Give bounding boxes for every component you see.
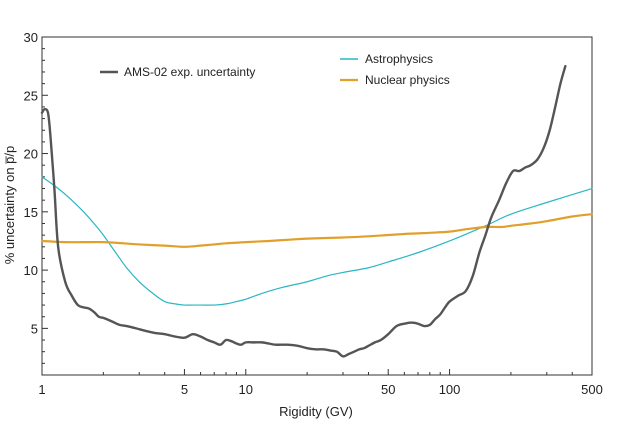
series-line-nuclear-physics [40, 213, 594, 248]
y-tick-label: 15 [24, 205, 38, 220]
legend-label-astrophysics: Astrophysics [365, 52, 433, 66]
series-lines [40, 64, 594, 358]
legend-label-nuclear-physics: Nuclear physics [365, 73, 450, 87]
x-axis-label: Rigidity (GV) [279, 404, 353, 419]
x-axis-ticks: 1 5 10 50 100 500 [38, 369, 603, 397]
x-tick-label: 1 [38, 382, 45, 397]
y-tick-label: 20 [24, 147, 38, 162]
legend-label-ams02: AMS-02 exp. uncertainty [124, 65, 255, 79]
x-tick-label: 5 [181, 382, 188, 397]
legend-entry-astrophysics: Astrophysics [340, 52, 433, 66]
x-tick-label: 50 [381, 382, 395, 397]
y-tick-label: 5 [31, 321, 38, 336]
legend-entry-nuclear-physics: Nuclear physics [340, 73, 450, 87]
series-line-astrophysics [41, 176, 593, 306]
y-tick-label: 30 [24, 30, 38, 45]
y-axis-ticks: 5 10 15 20 25 30 [24, 30, 48, 376]
plot-frame [41, 36, 593, 376]
y-tick-label: 25 [24, 88, 38, 103]
legend-entry-ams02: AMS-02 exp. uncertainty [100, 65, 255, 79]
x-tick-label: 10 [239, 382, 253, 397]
x-tick-label: 500 [581, 382, 603, 397]
series-line-ams02 [40, 64, 567, 358]
x-tick-label: 100 [439, 382, 461, 397]
y-tick-label: 10 [24, 263, 38, 278]
y-axis-label: % uncertainty on p̅/p [2, 146, 17, 265]
